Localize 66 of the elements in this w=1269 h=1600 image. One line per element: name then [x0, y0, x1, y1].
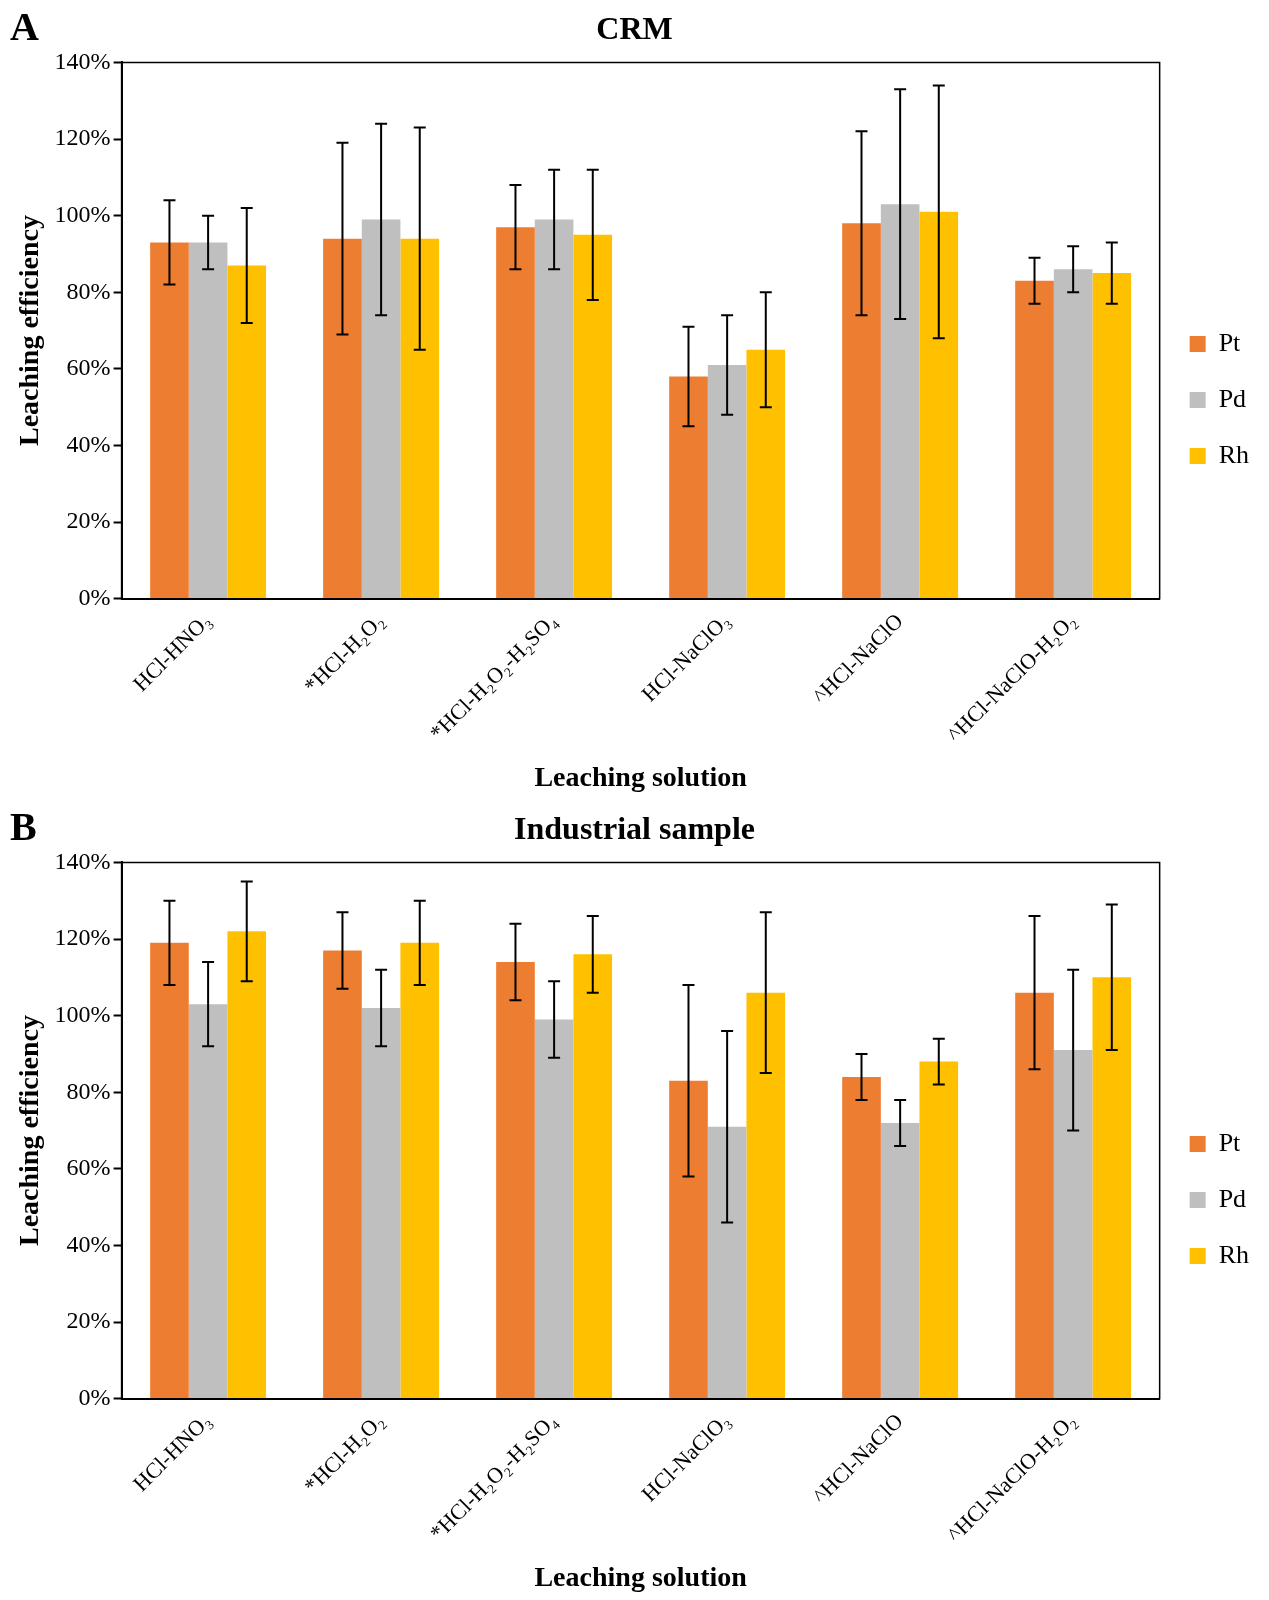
bar — [1092, 977, 1132, 1399]
y-tick-label: 120% — [54, 124, 111, 151]
chart-title: CRM — [596, 10, 673, 47]
bar — [227, 931, 267, 1399]
bar — [1053, 1050, 1093, 1399]
bar — [534, 219, 574, 599]
legend-label: Pt — [1218, 327, 1242, 357]
bar — [880, 1122, 920, 1399]
legend-label: Pd — [1218, 383, 1247, 413]
x-axis-title: Leaching solution — [534, 761, 748, 793]
bar — [669, 376, 708, 599]
y-tick-label: 100% — [54, 200, 111, 227]
y-tick-label: 0% — [78, 1384, 111, 1411]
y-tick-label: 20% — [66, 507, 111, 534]
bar — [1053, 269, 1093, 599]
bar — [150, 942, 189, 1399]
bar — [880, 204, 920, 599]
bar — [400, 238, 440, 599]
y-tick-label: 140% — [54, 47, 111, 74]
bar — [1015, 280, 1054, 599]
y-tick-label: 80% — [66, 1077, 111, 1104]
y-axis-title: Leaching efficiency — [13, 1015, 45, 1247]
bar — [707, 1126, 747, 1399]
bar — [707, 365, 747, 599]
text: A — [10, 4, 39, 50]
bar — [842, 223, 881, 599]
bar — [323, 238, 362, 599]
chart-title: Industrial sample — [514, 810, 755, 847]
bar — [188, 242, 228, 599]
bar — [746, 992, 786, 1399]
bar — [534, 1019, 574, 1399]
y-tick-label: 40% — [66, 1230, 111, 1257]
y-tick-label: 20% — [66, 1307, 111, 1334]
legend-label: Rh — [1218, 439, 1249, 469]
text: B — [10, 804, 37, 850]
bar — [669, 1080, 708, 1399]
y-tick-label: 140% — [54, 847, 111, 874]
bar — [1092, 273, 1132, 599]
bar — [573, 954, 613, 1399]
y-tick-label: 60% — [66, 354, 111, 381]
bar — [361, 1007, 401, 1399]
bar — [746, 349, 786, 599]
bar — [361, 219, 401, 599]
y-tick-label: 80% — [66, 277, 111, 304]
bar — [496, 227, 535, 599]
legend-label: Pt — [1218, 1127, 1242, 1157]
y-tick-label: 60% — [66, 1154, 111, 1181]
legend-label: Pd — [1218, 1183, 1247, 1213]
bar — [400, 942, 440, 1399]
bar — [919, 1061, 959, 1399]
y-axis-title: Leaching efficiency — [13, 215, 45, 447]
y-tick-label: 40% — [66, 430, 111, 457]
legend-label: Rh — [1218, 1239, 1249, 1269]
y-tick-label: 0% — [78, 584, 111, 611]
bar — [1015, 992, 1054, 1399]
y-tick-label: 120% — [54, 924, 111, 951]
bar — [150, 242, 189, 599]
bar — [188, 1004, 228, 1399]
bar — [227, 265, 267, 599]
x-axis-title: Leaching solution — [534, 1561, 748, 1593]
bar — [323, 950, 362, 1399]
bar — [496, 962, 535, 1399]
bar — [919, 211, 959, 599]
y-tick-label: 100% — [54, 1000, 111, 1027]
bar — [573, 234, 613, 599]
bar — [842, 1076, 881, 1399]
